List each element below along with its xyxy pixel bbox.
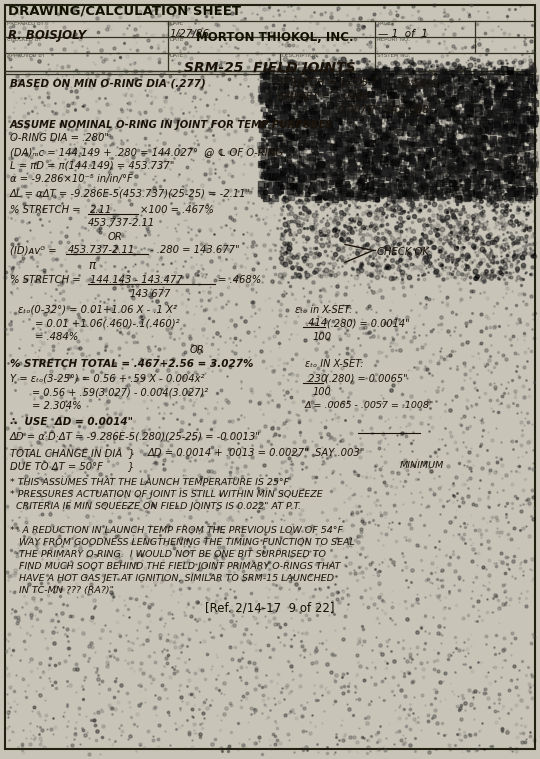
Text: PAGE: PAGE [377,21,391,26]
Text: PREPARED BY: PREPARED BY [7,21,44,26]
Text: CRITERIA IF MIN SQUEEZE ON FIELD JOINTS IS 0.022" AT P.T.: CRITERIA IF MIN SQUEEZE ON FIELD JOINTS … [10,502,301,511]
Text: = 0.56 + .59(3.027) - 0.004(3.027)²: = 0.56 + .59(3.027) - 0.004(3.027)² [32,387,208,397]
Text: SYSTEM NO.: SYSTEM NO. [377,53,410,58]
Text: π: π [88,259,95,272]
Text: (.280) = 0.0014": (.280) = 0.0014" [327,318,410,329]
Text: [Ref. 2/14-17  9 of 22]: [Ref. 2/14-17 9 of 22] [205,602,335,615]
Text: - .280 = 143.677": - .280 = 143.677" [150,245,240,255]
Text: DESCRIPTION: DESCRIPTION [282,53,319,58]
Text: WAY FROM GOODNESS LENGTHENING THE TIMING FUNCTION TO SEAL: WAY FROM GOODNESS LENGTHENING THE TIMING… [10,537,355,546]
Text: STRETCH = 0.005 ?: STRETCH = 0.005 ? [278,78,376,88]
Text: (DA)ₘᴄ = 144.149 + .280 = 144.027°  @ ℄ OF O-RING: (DA)ₘᴄ = 144.149 + .280 = 144.027° @ ℄ O… [10,146,283,157]
Text: — 1  of  1: — 1 of 1 [378,29,428,39]
Text: = .468%: = .468% [218,275,261,285]
Text: TOTAL CHANGE IN DIA  }: TOTAL CHANGE IN DIA } [10,448,135,458]
Text: OR: OR [190,345,205,355]
Text: 143.677: 143.677 [130,288,171,298]
Text: ∴  USE  ΔD = 0.0014": ∴ USE ΔD = 0.0014" [10,417,133,427]
Text: α = -9.286×10⁻⁵ in/in/°F: α = -9.286×10⁻⁵ in/in/°F [10,174,133,184]
Text: HAVE A HOT GAS JET AT IGNITION, SIMILAR TO SRM-15 LAUNCHED: HAVE A HOT GAS JET AT IGNITION, SIMILAR … [10,574,334,583]
Text: * THIS ASSUMES THAT THE LAUNCH TEMPERATURE IS 25°F: * THIS ASSUMES THAT THE LAUNCH TEMPERATU… [10,477,289,487]
Text: εₜₒ in X-SET:: εₜₒ in X-SET: [295,305,352,315]
Text: 453.737-2.11: 453.737-2.11 [68,245,135,255]
Text: (.280) = 0.0065": (.280) = 0.0065" [325,373,408,383]
Text: (ID)ᴀᴠᴳ =: (ID)ᴀᴠᴳ = [10,245,57,255]
Text: BASED ON MIN O-RING DIA (.277): BASED ON MIN O-RING DIA (.277) [10,78,206,88]
Text: ×100 = .467%: ×100 = .467% [140,205,214,215]
Text: 100: 100 [313,332,332,342]
Text: SRM-25  FIELD JOINTS: SRM-25 FIELD JOINTS [184,61,356,75]
Text: CHECK OK: CHECK OK [377,247,429,257]
Text: 453.737-2.11: 453.737-2.11 [88,219,156,228]
Text: DATE: DATE [170,21,184,26]
Text: .230: .230 [305,373,327,383]
Text: MORTON THIOKOL, INC.: MORTON THIOKOL, INC. [196,31,354,44]
Text: REPORT NO.: REPORT NO. [377,37,410,42]
Text: Y = εₜₒ(3-25°) = 0.56 + .59 X - 0.004x²: Y = εₜₒ(3-25°) = 0.56 + .59 X - 0.004x² [10,373,205,383]
Text: O-RING DIA = .280": O-RING DIA = .280" [10,134,109,143]
Text: DRAWING/CALCULATION SHEET: DRAWING/CALCULATION SHEET [8,5,241,18]
Text: 1/27/86: 1/27/86 [170,29,210,39]
Text: = 2.304%: = 2.304% [32,401,82,411]
Text: IN TC-MN ??? (RA?)": IN TC-MN ??? (RA?)" [10,586,114,594]
Text: APPROVED BY: APPROVED BY [7,53,45,58]
Text: (2.56%): (2.56%) [400,78,440,88]
Text: = 0.01 +1.06(.460)-.1(.460)²: = 0.01 +1.06(.460)-.1(.460)² [35,318,180,329]
Text: CHECKED BY: CHECKED BY [7,37,42,42]
Text: % STRETCH TOTAL = .467+2.56 = 3.027%: % STRETCH TOTAL = .467+2.56 = 3.027% [10,359,253,369]
Text: FIND MUCH SOOT BEHIND THE FIELD JOINT PRIMARY O-RINGS THAT: FIND MUCH SOOT BEHIND THE FIELD JOINT PR… [10,562,340,571]
Text: 0.0077"  SAY .008": 0.0077" SAY .008" [338,105,433,115]
Text: ΔD = α·D·ΔT = -9.286E-5(.280)(25-25) = -0.0013": ΔD = α·D·ΔT = -9.286E-5(.280)(25-25) = -… [10,432,261,442]
Text: DATE: DATE [170,37,184,42]
Text: % STRETCH =: % STRETCH = [10,275,80,285]
Text: THE PRIMARY O-RING.  I WOULD NOT BE ONE BIT SURPRISED TO: THE PRIMARY O-RING. I WOULD NOT BE ONE B… [10,550,326,559]
Text: % STRETCH =: % STRETCH = [10,205,80,215]
Text: OR: OR [108,232,123,242]
Text: εₜₒ(0-32°) = 0.01+1.06 X - .1 X²: εₜₒ(0-32°) = 0.01+1.06 X - .1 X² [18,305,177,315]
Text: 100: 100 [313,387,332,397]
Text: DATE: DATE [170,53,184,58]
Text: R. BOISJOLY: R. BOISJOLY [8,29,86,42]
Text: .414: .414 [305,318,327,329]
Text: ASSUME NOMINAL O-RING IN JOINT FOR TEMP PURPOSES: ASSUME NOMINAL O-RING IN JOINT FOR TEMP … [10,120,334,130]
Text: * PRESSURES ACTUATION OF JOINT IS STILL WITHIN MIN SQUEEZE: * PRESSURES ACTUATION OF JOINT IS STILL … [10,490,323,499]
Text: MINIMUM: MINIMUM [400,461,444,471]
Text: ** A REDUCTION IN LAUNCH TEMP FROM THE PREVIOUS LOW OF 54°F: ** A REDUCTION IN LAUNCH TEMP FROM THE P… [10,525,343,534]
Text: CMPSET =: CMPSET = [278,92,330,102]
Text: ΔL = αΔT = -9.286E-5(453.737)(25-25) = -2.11": ΔL = αΔT = -9.286E-5(453.737)(25-25) = -… [10,189,251,199]
Text: Δ = .0065 - .0057 = .1008": Δ = .0065 - .0057 = .1008" [305,401,434,410]
Text: ΔD = 0.0014 + .0013 = 0.0027"  SAY .003": ΔD = 0.0014 + .0013 = 0.0027" SAY .003" [148,448,366,458]
Text: εₜₒ IN X-SET:: εₜₒ IN X-SET: [305,359,363,369]
Text: 144.143 - 143.477: 144.143 - 143.477 [90,275,183,285]
Text: L = πD = π(144.149) = 453.737": L = πD = π(144.149) = 453.737" [10,160,174,170]
Text: 2.11: 2.11 [90,205,112,215]
Text: .0020: .0020 [340,92,369,102]
Text: DUE TO ΔT = 50°F        }: DUE TO ΔT = 50°F } [10,461,134,471]
Text: = .484%: = .484% [35,332,78,342]
